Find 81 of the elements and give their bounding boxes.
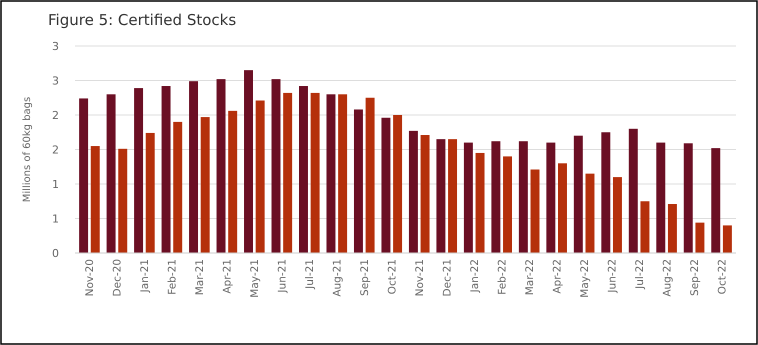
x-tick-label: Jun-21 xyxy=(276,259,288,294)
x-tick-label: Apr-21 xyxy=(222,259,234,294)
bar xyxy=(118,148,128,253)
y-axis-title: Millions of 60kg bags xyxy=(22,96,33,202)
x-tick-label: May-21 xyxy=(249,259,262,298)
bar xyxy=(668,204,677,253)
x-tick-label: Mar-22 xyxy=(524,259,536,296)
x-tick-label: Feb-22 xyxy=(496,259,508,295)
y-tick-label: 3 xyxy=(52,74,59,88)
x-tick-label: Oct-22 xyxy=(716,259,728,294)
x-tick-label: Nov-21 xyxy=(414,259,426,296)
bar xyxy=(200,117,210,253)
bar xyxy=(134,88,144,253)
bar xyxy=(612,177,622,253)
y-tick-label: 1 xyxy=(52,212,59,226)
bar xyxy=(106,94,116,253)
bar xyxy=(283,92,292,253)
bar xyxy=(366,98,375,253)
bar xyxy=(476,152,485,253)
bar xyxy=(684,143,693,253)
x-tick-label: Apr-22 xyxy=(551,259,564,294)
bar xyxy=(436,139,446,253)
bar xyxy=(640,201,650,253)
bar xyxy=(228,110,238,253)
bar xyxy=(722,225,732,253)
x-tick-label: Jan-21 xyxy=(139,259,152,294)
bar xyxy=(420,135,430,253)
bar xyxy=(338,94,348,253)
bar xyxy=(90,146,100,253)
bar xyxy=(530,170,540,253)
bar xyxy=(695,222,704,253)
bar xyxy=(79,98,88,253)
bar xyxy=(216,79,226,253)
x-tick-label: Aug-21 xyxy=(331,259,344,297)
bar xyxy=(189,81,198,253)
bar xyxy=(162,86,171,253)
y-tick-label: 1 xyxy=(52,178,59,191)
bar xyxy=(326,94,336,253)
bar xyxy=(558,163,567,253)
bar xyxy=(503,156,512,253)
bar xyxy=(310,92,320,253)
bar xyxy=(585,174,594,253)
x-tick-label: Sep-21 xyxy=(358,259,371,296)
bar xyxy=(491,141,500,253)
bar xyxy=(601,132,610,253)
bar xyxy=(173,122,182,253)
bar xyxy=(656,142,666,253)
y-tick-label: 2 xyxy=(52,143,59,156)
x-tick-label: Jul-22 xyxy=(634,259,646,290)
bar xyxy=(381,118,390,253)
y-tick-label: 0 xyxy=(52,246,59,260)
bar xyxy=(146,132,155,253)
bar xyxy=(393,115,402,253)
chart-title: Figure 5: Certified Stocks xyxy=(48,11,236,29)
x-tick-label: Jan-22 xyxy=(468,259,481,294)
x-tick-label: Oct-21 xyxy=(386,259,398,294)
bar xyxy=(448,139,458,253)
x-tick-label: Jun-22 xyxy=(606,259,618,294)
x-tick-label: Dec-20 xyxy=(112,259,124,296)
bar xyxy=(464,142,473,253)
x-tick-label: Nov-20 xyxy=(84,259,96,296)
x-tick-label: Aug-22 xyxy=(661,259,674,297)
bar xyxy=(574,136,583,253)
bar xyxy=(518,141,528,253)
x-tick-label: Jul-21 xyxy=(304,259,316,290)
bar xyxy=(244,70,253,253)
x-tick-label: Mar-21 xyxy=(194,259,206,296)
y-tick-label: 3 xyxy=(52,40,59,53)
bar xyxy=(272,79,280,253)
x-tick-label: May-22 xyxy=(578,259,591,298)
x-tick-label: Dec-21 xyxy=(441,259,454,296)
x-tick-label: Feb-21 xyxy=(166,259,179,295)
bar xyxy=(354,109,363,253)
x-tick-label: Sep-22 xyxy=(688,259,701,296)
bar xyxy=(256,100,265,253)
bar xyxy=(299,86,308,253)
y-tick-label: 2 xyxy=(52,108,59,122)
bar xyxy=(628,128,638,253)
bar xyxy=(546,142,556,253)
bar xyxy=(408,130,418,253)
bar xyxy=(711,148,720,253)
